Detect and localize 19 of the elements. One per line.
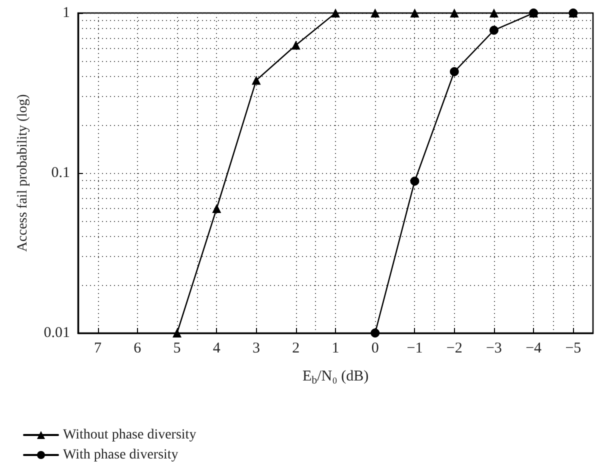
x-tick-label: 1	[332, 340, 340, 356]
x-tick-label: 2	[292, 340, 300, 356]
x-tick-label: 7	[94, 340, 102, 356]
x-tick-label: −2	[446, 340, 462, 356]
y-tick-label: 0.01	[44, 325, 70, 341]
x-tick-label: 6	[134, 340, 142, 356]
x-tick-label: 4	[212, 340, 221, 356]
legend-label: Without phase diversity	[63, 428, 196, 442]
x-tick-label: 0	[371, 340, 379, 356]
x-tick-label: 3	[252, 340, 260, 356]
x-tick-label: −4	[526, 340, 542, 356]
y-axis-title: Access fail probability (log)	[16, 94, 30, 252]
x-tick-label: −3	[486, 340, 502, 356]
legend-label: With phase diversity	[63, 448, 178, 462]
x-tick-label: 5	[173, 340, 181, 356]
y-tick-label: 1	[62, 5, 70, 21]
x-tick-label: −5	[565, 340, 582, 356]
x-tick-label: −1	[406, 340, 423, 356]
y-tick-label: 0.1	[51, 165, 70, 181]
